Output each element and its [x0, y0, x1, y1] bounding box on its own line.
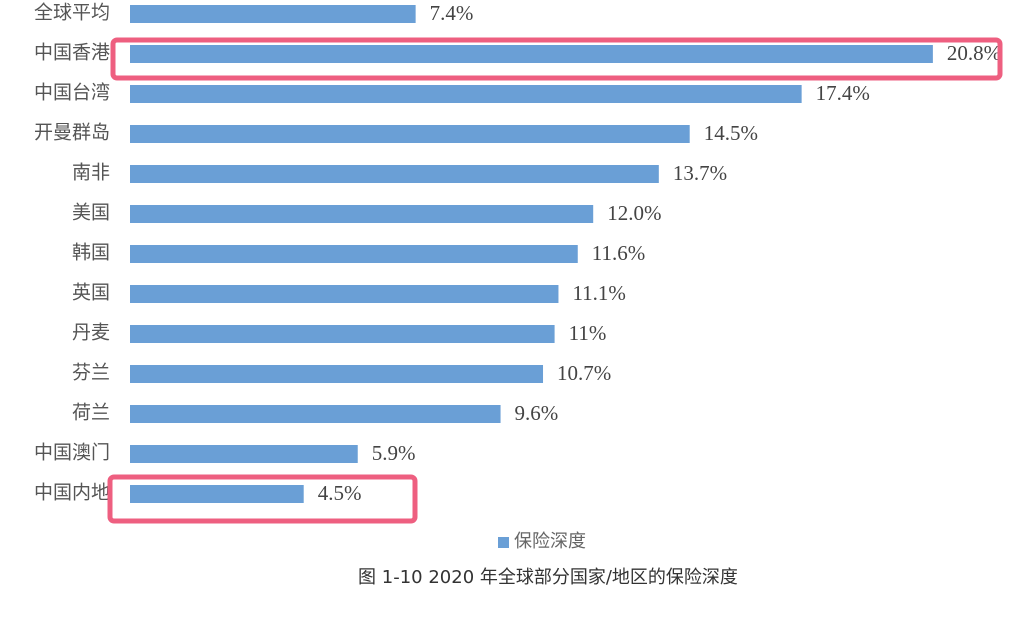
- highlight-box: [110, 37, 1003, 81]
- value-label: 17.4%: [816, 81, 870, 105]
- value-label: 12.0%: [607, 201, 661, 225]
- category-label: 美国: [72, 201, 110, 223]
- category-label: 南非: [72, 161, 110, 183]
- bar: [130, 285, 559, 303]
- bar: [130, 125, 690, 143]
- value-label: 11.1%: [572, 281, 625, 305]
- bar: [130, 365, 544, 383]
- bar: [130, 445, 358, 463]
- value-label: 4.5%: [318, 481, 362, 505]
- caption: 图 1-10 2020 年全球部分国家/地区的保险深度: [358, 567, 738, 588]
- value-label: 7.4%: [430, 1, 474, 25]
- value-label: 20.8%: [947, 41, 1001, 65]
- bar: [130, 85, 802, 103]
- highlight-box: [107, 474, 418, 524]
- category-label: 英国: [72, 281, 110, 303]
- bar: [130, 205, 594, 223]
- value-label: 11%: [569, 321, 607, 345]
- category-label: 中国台湾: [34, 81, 110, 103]
- bar: [130, 165, 659, 183]
- category-label: 全球平均: [34, 1, 110, 23]
- bar: [130, 325, 555, 343]
- bar: [130, 45, 933, 63]
- value-label: 11.6%: [592, 241, 645, 265]
- category-label: 丹麦: [72, 321, 110, 343]
- category-label: 开曼群岛: [34, 121, 110, 143]
- bar: [130, 485, 304, 503]
- bar: [130, 245, 578, 263]
- legend-swatch: [498, 537, 509, 548]
- legend-label: 保险深度: [514, 531, 586, 551]
- category-label: 芬兰: [72, 361, 110, 383]
- category-label: 韩国: [72, 241, 110, 263]
- value-label: 5.9%: [372, 441, 416, 465]
- bar: [130, 5, 416, 23]
- bar: [130, 405, 501, 423]
- value-label: 10.7%: [557, 361, 611, 385]
- category-label: 中国澳门: [34, 441, 110, 463]
- category-label: 中国香港: [34, 41, 110, 63]
- category-label: 荷兰: [72, 401, 110, 423]
- value-label: 13.7%: [673, 161, 727, 185]
- value-label: 9.6%: [515, 401, 559, 425]
- value-label: 14.5%: [704, 121, 758, 145]
- category-label: 中国内地: [34, 481, 110, 503]
